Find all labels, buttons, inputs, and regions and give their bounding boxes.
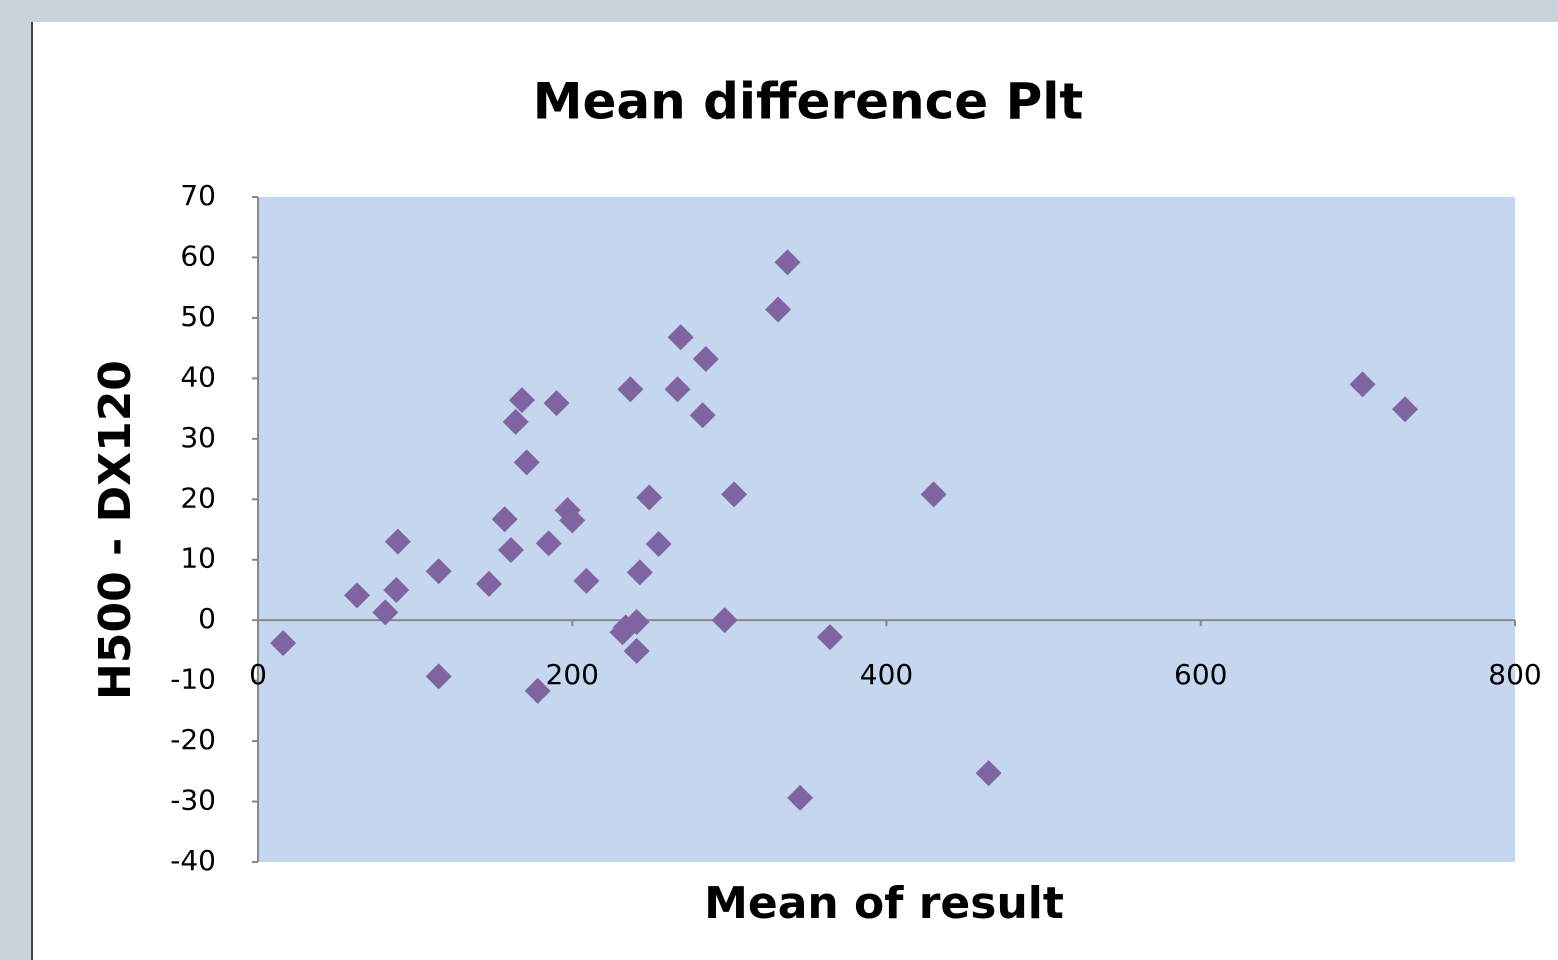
point — [645, 531, 672, 558]
point — [343, 582, 370, 609]
y-tick-label: -20 — [170, 723, 216, 756]
point — [721, 481, 748, 508]
x-axis-title: Mean of result — [704, 878, 1064, 929]
x-tick-label: 400 — [860, 658, 913, 691]
point — [573, 567, 600, 594]
point — [502, 408, 529, 435]
y-tick-label: -30 — [170, 784, 216, 817]
y-tick-label: 10 — [180, 542, 216, 575]
point — [636, 484, 663, 511]
point — [513, 449, 540, 476]
y-tick-label: -10 — [170, 663, 216, 696]
y-tick-label: 40 — [180, 360, 216, 393]
x-tick-label: 600 — [1174, 658, 1227, 691]
point — [664, 376, 691, 403]
x-tick-label: 200 — [546, 658, 599, 691]
point — [692, 346, 719, 373]
y-axis-title: H500 - DX120 — [90, 360, 141, 700]
point — [524, 677, 551, 704]
y-tick-label: 60 — [180, 239, 216, 272]
point — [711, 607, 738, 634]
point — [816, 624, 843, 651]
y-tick-label: -40 — [170, 844, 216, 877]
point — [1349, 371, 1376, 398]
point — [975, 760, 1002, 787]
plot-area — [258, 197, 1515, 862]
point — [384, 528, 411, 555]
point — [787, 784, 814, 811]
chart-title: Mean difference Plt — [533, 73, 1084, 131]
point — [535, 530, 562, 557]
point — [617, 376, 644, 403]
point — [559, 507, 586, 534]
point — [372, 599, 399, 626]
y-tick-label: 30 — [180, 421, 216, 454]
point — [475, 570, 502, 597]
y-tick-label: 0 — [198, 602, 216, 635]
point — [623, 638, 650, 665]
y-tick-label: 70 — [180, 179, 216, 212]
point — [497, 537, 524, 564]
point — [626, 559, 653, 586]
point — [425, 663, 452, 690]
point — [774, 249, 801, 276]
point — [689, 402, 716, 429]
point — [383, 576, 410, 603]
point — [491, 506, 518, 533]
point — [508, 387, 535, 414]
point — [623, 608, 650, 635]
point — [270, 630, 297, 657]
x-tick-label: 0 — [249, 658, 267, 691]
point — [765, 296, 792, 323]
point — [1392, 396, 1419, 423]
y-tick-label: 50 — [180, 300, 216, 333]
point — [425, 558, 452, 585]
x-tick-label: 800 — [1488, 658, 1541, 691]
point — [667, 324, 694, 351]
point — [920, 481, 947, 508]
y-tick-label: 20 — [180, 481, 216, 514]
point — [543, 390, 570, 417]
